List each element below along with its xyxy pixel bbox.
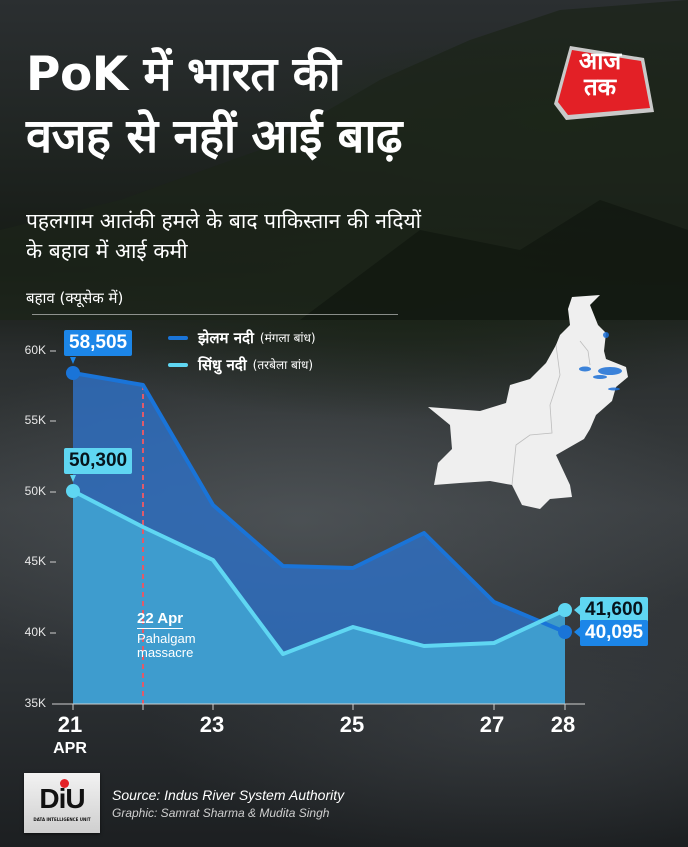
- subtitle: पहलगाम आतंकी हमले के बाद पाकिस्तान की नद…: [26, 206, 421, 266]
- y-tick-50k: 50K: [24, 484, 46, 498]
- legend-item-indus: सिंधु नदी (तरबेला बांध): [168, 351, 316, 378]
- legend-jhelum-dam: (मंगला बांध): [259, 331, 316, 345]
- pahalgam-annotation: 22 Apr Pahalgam massacre: [137, 610, 196, 660]
- pakistan-map: [428, 295, 628, 509]
- y-tick-55k: 55K: [24, 413, 46, 427]
- jhelum-start-callout: 58,505: [64, 330, 133, 356]
- annotation-label-1: Pahalgam: [137, 631, 196, 646]
- indus-end-callout: 41,600: [580, 597, 649, 623]
- chart-legend: झेलम नदी (मंगला बांध) सिंधु नदी (तरबेला …: [168, 324, 316, 378]
- aaj-tak-logo-text: आज तक: [560, 48, 640, 100]
- indus-line: [72, 489, 566, 656]
- logo-line-2: तक: [583, 73, 617, 101]
- annotation-date: 22 Apr: [137, 610, 184, 629]
- indus-end-point: [558, 603, 572, 617]
- diu-logo-dot-icon: [60, 779, 69, 788]
- legend-indus-dam: (तरबेला बांध): [252, 358, 314, 372]
- title-line-1: PoK में भारत की: [26, 47, 341, 102]
- indus-start-point: [66, 484, 80, 498]
- page-title: PoK में भारत की वजह से नहीं आई बाढ़: [26, 44, 402, 168]
- x-tick-month: APR: [53, 740, 87, 757]
- y-tick-marks: [50, 350, 56, 634]
- x-tick-21: 21: [57, 712, 83, 737]
- source-credit: Source: Indus River System Authority: [112, 787, 345, 803]
- x-tick-25: 25: [339, 712, 365, 737]
- x-tick-27: 27: [479, 712, 505, 737]
- diu-logo-text: DiU: [39, 783, 85, 814]
- indus-start-callout: 50,300: [64, 448, 133, 474]
- jhelum-end-callout: 40,095: [580, 620, 649, 646]
- x-tick-23: 23: [199, 712, 225, 737]
- legend-item-jhelum: झेलम नदी (मंगला बांध): [168, 324, 316, 351]
- y-tick-60k: 60K: [24, 343, 46, 357]
- logo-line-1: आज: [578, 47, 622, 75]
- background-mountain: [0, 0, 688, 320]
- subtitle-line-1: पहलगाम आतंकी हमले के बाद पाकिस्तान की नद…: [26, 209, 422, 233]
- x-tick-marks: [72, 704, 566, 710]
- divider: [32, 314, 398, 315]
- legend-jhelum-name: झेलम नदी: [198, 328, 254, 347]
- diu-logo-subtext: DATA INTELLIGENCE UNIT: [33, 817, 91, 822]
- jhelum-end-point: [558, 625, 572, 639]
- graphic-credit: Graphic: Samrat Sharma & Mudita Singh: [112, 806, 330, 820]
- indus-area: [73, 491, 565, 704]
- jhelum-swatch-icon: [168, 335, 188, 340]
- y-axis-label: बहाव (क्यूसेक में): [26, 289, 124, 307]
- subtitle-line-2: के बहाव में आई कमी: [26, 239, 188, 263]
- y-tick-40k: 40K: [24, 625, 46, 639]
- jhelum-start-point: [66, 366, 80, 380]
- title-line-2: वजह से नहीं आई बाढ़: [26, 109, 402, 164]
- aaj-tak-logo: [554, 46, 654, 120]
- y-tick-35k: 35K: [24, 696, 46, 710]
- annotation-label-2: massacre: [137, 645, 194, 660]
- y-tick-45k: 45K: [24, 554, 46, 568]
- legend-indus-name: सिंधु नदी: [198, 355, 247, 374]
- indus-swatch-icon: [168, 362, 188, 367]
- jhelum-line: [72, 371, 566, 634]
- x-tick-28: 28: [550, 712, 576, 737]
- diu-logo: DiU DATA INTELLIGENCE UNIT: [24, 773, 100, 833]
